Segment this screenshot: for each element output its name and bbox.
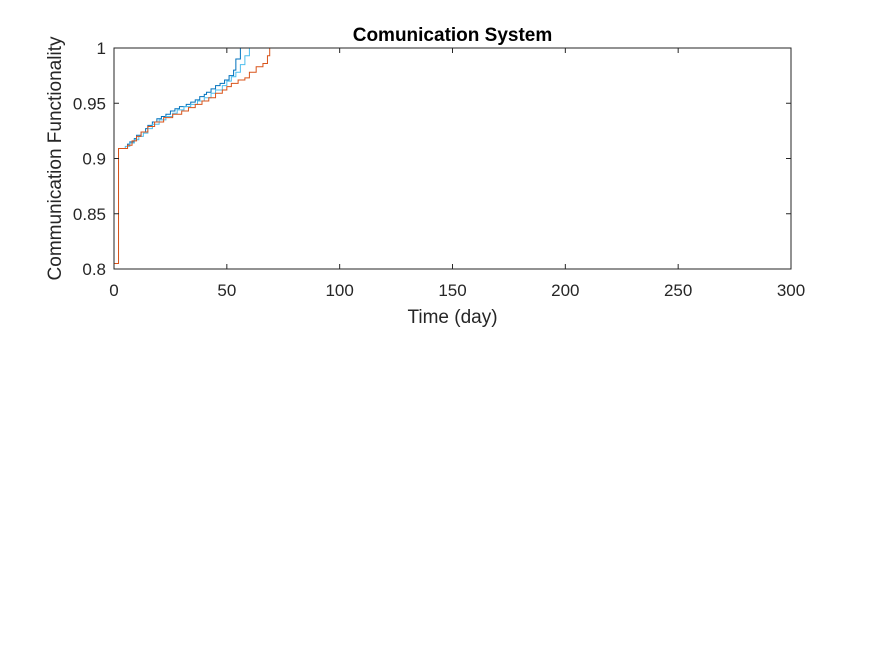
x-tick-label: 50 xyxy=(217,281,236,300)
x-axis-title: Time (day) xyxy=(407,307,497,328)
chart-title: Comunication System xyxy=(353,25,553,46)
y-tick-label: 0.95 xyxy=(73,94,106,113)
x-tick-label: 300 xyxy=(777,281,805,300)
y-tick-label: 0.9 xyxy=(82,150,106,169)
x-axis-ticks: 0 50 100 150 200 250 300 xyxy=(109,48,805,300)
y-tick-label: 0.85 xyxy=(73,205,106,224)
x-tick-label: 0 xyxy=(109,281,118,300)
series-line-3 xyxy=(114,47,791,264)
x-tick-label: 250 xyxy=(664,281,692,300)
y-axis-ticks: 0.8 0.85 0.9 0.95 1 xyxy=(73,39,791,279)
y-axis-title: Communication Functionality xyxy=(45,36,66,280)
plot-area xyxy=(114,48,791,269)
y-tick-label: 0.8 xyxy=(82,260,106,279)
x-tick-label: 100 xyxy=(325,281,353,300)
x-tick-label: 150 xyxy=(438,281,466,300)
series-layer xyxy=(114,47,791,264)
x-tick-label: 200 xyxy=(551,281,579,300)
y-tick-label: 1 xyxy=(97,39,106,58)
